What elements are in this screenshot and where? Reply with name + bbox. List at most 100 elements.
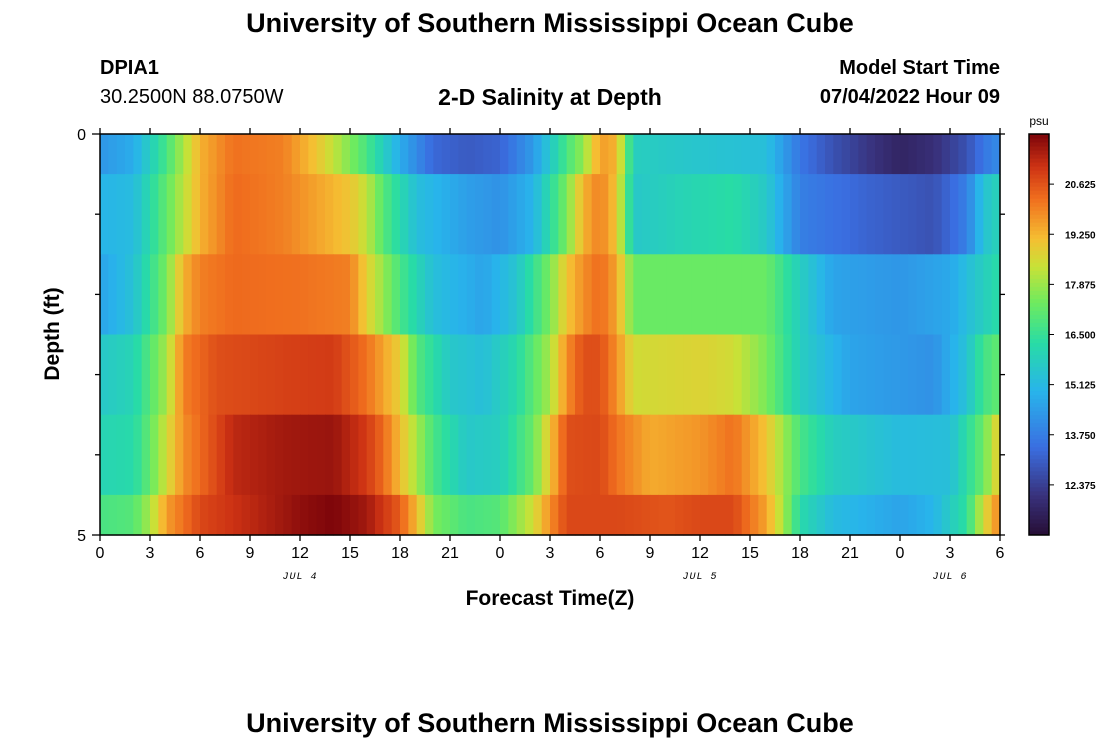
heatmap-cell (208, 334, 218, 416)
heatmap-cell (825, 414, 834, 496)
heatmap-cell (675, 134, 684, 175)
heatmap-cell (516, 134, 526, 175)
heatmap-cell (950, 254, 959, 336)
heatmap-cell (158, 254, 168, 336)
heatmap-cell (633, 174, 643, 255)
heatmap-cell (741, 414, 751, 496)
heatmap-cell (591, 414, 601, 496)
heatmap-cell (425, 414, 434, 496)
colorbar-segment (1029, 206, 1049, 211)
heatmap-cell (125, 174, 134, 255)
heatmap-cell (358, 334, 368, 416)
heatmap-cell (466, 334, 476, 416)
heatmap-cell (233, 174, 243, 255)
heatmap-cell (325, 494, 334, 536)
heatmap-cell (916, 254, 926, 336)
heatmap-cell (441, 414, 451, 496)
heatmap-cell (125, 134, 134, 175)
x-axis-label: Forecast Time(Z) (466, 587, 635, 610)
heatmap-cell (775, 414, 784, 496)
heatmap-cell (625, 174, 634, 255)
heatmap-cell (133, 334, 143, 416)
colorbar-unit: psu (1029, 114, 1048, 128)
heatmap-cell (883, 334, 893, 416)
colorbar-segment (1029, 378, 1049, 384)
heatmap-cell (258, 414, 268, 496)
colorbar-segment (1029, 178, 1049, 183)
heatmap-cell (625, 334, 634, 416)
heatmap-cell (283, 174, 293, 255)
colorbar-segment (1029, 154, 1049, 159)
heatmap-cell (525, 174, 534, 255)
x-tick-label: 9 (246, 545, 255, 562)
heatmap-cell (591, 254, 601, 336)
colorbar-segment (1029, 458, 1049, 464)
heatmap-cell (100, 254, 109, 336)
heatmap-cell (500, 174, 509, 255)
heatmap-cell (750, 334, 759, 416)
heatmap-cell (766, 494, 776, 536)
heatmap-cell (141, 174, 151, 255)
heatmap-cell (891, 174, 901, 255)
colorbar-segment (1029, 314, 1049, 319)
heatmap-cell (733, 334, 743, 416)
heatmap-cell (525, 494, 534, 536)
heatmap-cell (758, 334, 768, 416)
heatmap-cell (658, 134, 668, 175)
heatmap-cell (208, 494, 218, 536)
colorbar-segment (1029, 382, 1049, 388)
heatmap-cell (400, 134, 409, 175)
heatmap-cell (916, 334, 926, 416)
heatmap-cell (841, 254, 851, 336)
heatmap-cell (150, 334, 159, 416)
heatmap-cell (633, 414, 643, 496)
colorbar-segment (1029, 254, 1049, 259)
heatmap-cell (908, 334, 918, 416)
heatmap-cell (825, 494, 834, 536)
heatmap-cell (850, 134, 859, 175)
heatmap-cell (350, 174, 359, 255)
heatmap-cell (108, 494, 118, 536)
colorbar-segment (1029, 418, 1049, 424)
heatmap-cell (216, 134, 226, 175)
heatmap-cell (550, 334, 559, 416)
heatmap-cell (708, 494, 718, 536)
heatmap-cell (266, 414, 276, 496)
heatmap-cell (483, 254, 493, 336)
heatmap-cell (225, 494, 234, 536)
colorbar-segment (1029, 150, 1049, 155)
heatmap-cell (100, 174, 109, 255)
heatmap-cell (116, 134, 126, 175)
heatmap-cell (758, 174, 768, 255)
heatmap-cell (241, 414, 251, 496)
heatmap-cell (791, 494, 801, 536)
heatmap-cell (258, 494, 268, 536)
heatmap-cell (333, 174, 343, 255)
heatmap-cell (775, 254, 784, 336)
heatmap-cell (716, 334, 726, 416)
heatmap-cell (691, 414, 701, 496)
heatmap-cell (491, 134, 501, 175)
heatmap-cell (341, 334, 351, 416)
heatmap-cell (866, 414, 876, 496)
page-title-repeat: University of Southern Mississippi Ocean… (246, 708, 854, 738)
heatmap-cell (766, 414, 776, 496)
heatmap-cell (466, 414, 476, 496)
x-tick-label: 0 (96, 545, 105, 562)
heatmap-cell (366, 254, 376, 336)
heatmap-cell (975, 334, 984, 416)
heatmap-cell (783, 134, 793, 175)
y-axis: 05 (77, 127, 1005, 545)
colorbar-segment (1029, 142, 1049, 147)
heatmap-cell (591, 134, 601, 175)
colorbar-segment (1029, 442, 1049, 448)
colorbar-segment (1029, 198, 1049, 203)
heatmap-cell (800, 174, 809, 255)
heatmap-cell (775, 174, 784, 255)
heatmap-cell (183, 254, 193, 336)
heatmap-cell (658, 334, 668, 416)
heatmap-cell (250, 254, 259, 336)
heatmap-cell (716, 494, 726, 536)
heatmap-cell (700, 134, 709, 175)
heatmap-cell (400, 254, 409, 336)
